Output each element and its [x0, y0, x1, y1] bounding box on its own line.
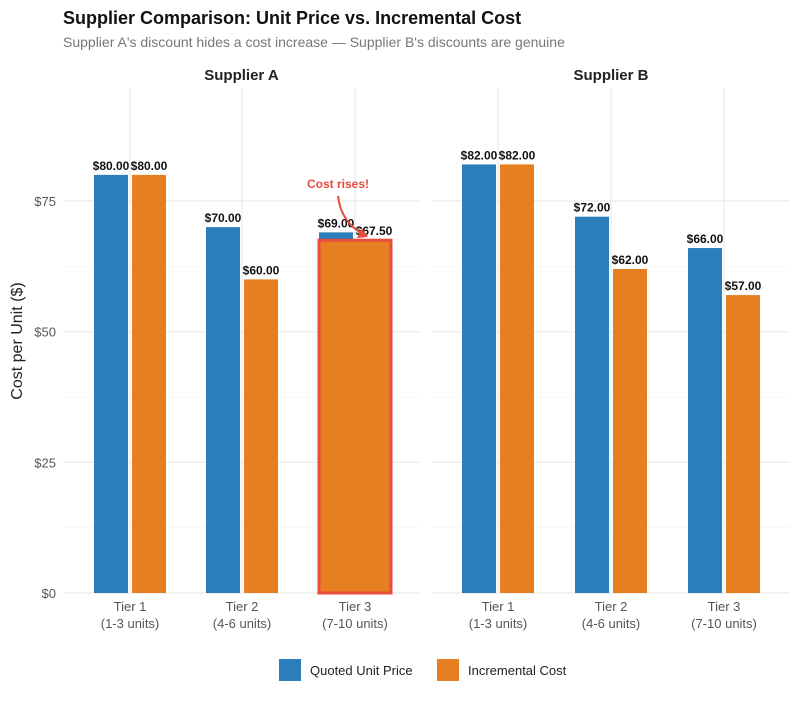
x-tick-label: Tier 3: [339, 599, 372, 614]
bar-incremental-cost: [726, 295, 760, 593]
bar-incremental-cost: [500, 164, 534, 593]
bar-unit-price: [575, 216, 609, 593]
panel-title: Supplier B: [573, 67, 648, 84]
y-axis-label: Cost per Unit ($): [9, 282, 26, 399]
y-tick-label: $75: [34, 194, 56, 209]
x-tick-label: (4-6 units): [582, 616, 641, 631]
data-label: $80.00: [93, 159, 130, 173]
x-tick-label: (7-10 units): [691, 616, 757, 631]
data-label: $72.00: [574, 201, 611, 215]
x-tick-label: Tier 2: [226, 599, 259, 614]
annotation-arrow: [337, 195, 364, 235]
highlight-box: [317, 238, 393, 595]
bar-unit-price: [688, 248, 722, 594]
bar-incremental-cost: [244, 279, 278, 593]
arrowhead-icon: [357, 228, 368, 238]
chart-subtitle: Supplier A's discount hides a cost incre…: [63, 34, 565, 50]
bar-unit-price: [206, 227, 240, 593]
x-tick-label: (4-6 units): [213, 616, 272, 631]
data-label: $57.00: [725, 279, 762, 293]
data-label: $69.00: [318, 216, 355, 230]
data-label: $70.00: [205, 211, 242, 225]
y-tick-label: $25: [34, 455, 56, 470]
panel-title: Supplier A: [204, 67, 279, 84]
y-tick-label: $50: [34, 325, 56, 340]
bar-unit-price: [94, 174, 128, 593]
data-label: $82.00: [461, 148, 498, 162]
y-tick-label: $0: [42, 586, 56, 601]
x-tick-label: (7-10 units): [322, 616, 388, 631]
x-tick-label: Tier 1: [482, 599, 515, 614]
legend-swatch: [279, 659, 301, 681]
data-label: $82.00: [499, 148, 536, 162]
bar-unit-price: [462, 164, 496, 593]
legend-swatch: [437, 659, 459, 681]
legend-label: Incremental Cost: [468, 663, 567, 678]
data-label: $80.00: [131, 159, 168, 173]
data-label: $66.00: [687, 232, 724, 246]
x-tick-label: Tier 2: [595, 599, 628, 614]
data-label: $62.00: [612, 253, 649, 267]
bar-incremental-cost: [132, 174, 166, 593]
x-tick-label: Tier 1: [114, 599, 147, 614]
x-tick-label: (1-3 units): [469, 616, 528, 631]
x-tick-label: (1-3 units): [101, 616, 160, 631]
x-tick-label: Tier 3: [708, 599, 741, 614]
bar-incremental-cost: [613, 268, 647, 593]
data-label: $60.00: [243, 263, 280, 277]
legend-label: Quoted Unit Price: [310, 663, 413, 678]
chart-title: Supplier Comparison: Unit Price vs. Incr…: [63, 8, 521, 28]
annotation-text: Cost rises!: [307, 177, 369, 191]
